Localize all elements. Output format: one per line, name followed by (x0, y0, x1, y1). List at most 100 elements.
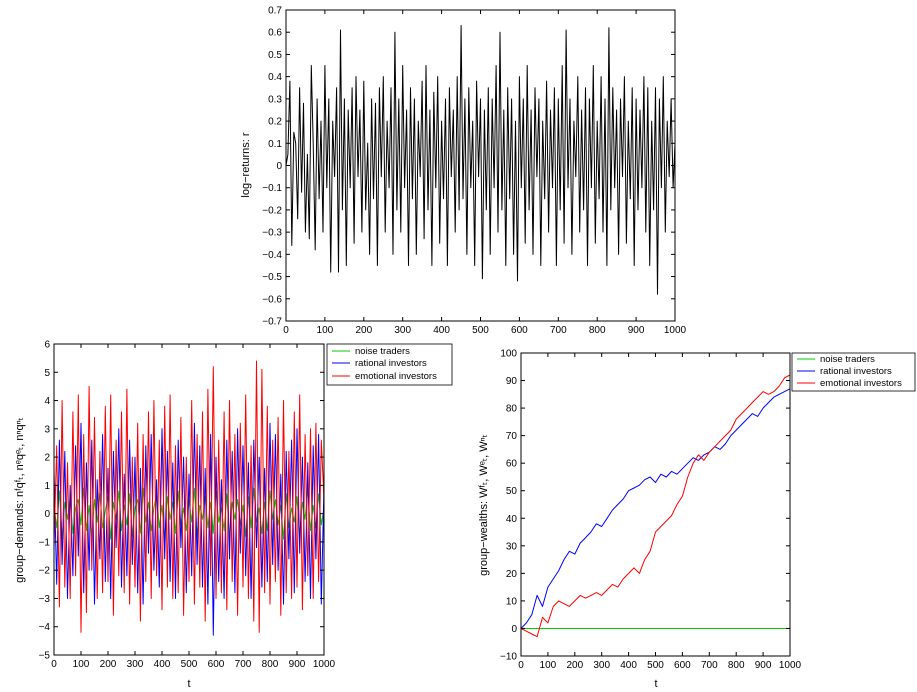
wealths-y-tick-label: 10 (506, 596, 518, 607)
returns-x-ticks: 0 100 200 300 400 500 600 700 800 900 1000 (283, 10, 687, 336)
wealths-y-tick-label: −10 (500, 652, 517, 663)
wealths-x-label: t (654, 678, 657, 690)
wealths-x-tick-label: 200 (566, 660, 583, 671)
demands-x-tick-label: 400 (154, 659, 171, 670)
wealths-y-tick-label: 20 (506, 569, 518, 580)
demands-y-tick-label: −2 (39, 566, 51, 577)
demands-x-tick-label: 0 (51, 659, 57, 670)
returns-series-group (285, 25, 676, 295)
wealths-x-tick-label: 500 (647, 660, 664, 671)
demands-y-tick-label: 1 (44, 481, 50, 492)
returns-plot-frame (285, 9, 676, 322)
demands-chart: 0 100 200 300 400 500 600 700 800 900 1000 −5−4−3−… (14, 340, 453, 690)
wealths-legend-label-emotional: emotional investors (820, 378, 902, 389)
returns-x-tick-label: 100 (317, 325, 334, 336)
demands-x-tick-label: 600 (208, 659, 225, 670)
wealths-y-tick-label: 40 (506, 514, 518, 525)
wealths-x-tick-label: 300 (593, 660, 610, 671)
wealths-x-tick-label: 800 (728, 660, 745, 671)
returns-series-0 (285, 25, 676, 295)
returns-y-tick-label: −0.6 (262, 294, 282, 305)
wealths-y-tick-label: 50 (506, 486, 518, 497)
wealths-y-label: group−wealths: Wᶠₜ, Wᵉₜ, Wⁿₜ (478, 434, 490, 576)
demands-legend-label-emotional: emotional investors (355, 371, 437, 382)
returns-x-tick-label: 700 (550, 325, 567, 336)
returns-y-tick-label: −0.2 (262, 205, 282, 216)
demands-y-label: group−demands: nᶠqᶠₜ, nᵉqᵉₜ, nⁿqⁿₜ (14, 417, 26, 583)
returns-y-tick-label: 0.4 (268, 72, 282, 83)
demands-y-ticks: −5 −4 −3 −2 −1 0 1 2 3 4 5 6 (39, 340, 324, 662)
demands-x-tick-label: 900 (289, 659, 306, 670)
wealths-x-tick-label: 700 (701, 660, 718, 671)
demands-y-tick-label: 3 (44, 424, 50, 435)
demands-series-2 (53, 360, 325, 633)
wealths-y-tick-label: 0 (511, 624, 517, 635)
demands-x-tick-label: 200 (100, 659, 117, 670)
wealths-legend-label-rational: rational investors (820, 366, 892, 377)
wealths-plot-frame (520, 352, 791, 657)
demands-y-tick-label: −1 (39, 537, 51, 548)
returns-y-tick-label: 0.3 (268, 94, 282, 105)
demands-legend: noise traders rational investors emotion… (326, 343, 453, 386)
demands-series-group (53, 360, 325, 636)
wealths-legend-label-noise: noise traders (820, 354, 875, 365)
wealths-y-tick-label: 80 (506, 404, 518, 415)
wealths-series-2 (520, 374, 791, 638)
demands-x-tick-label: 500 (181, 659, 198, 670)
wealths-x-tick-label: 900 (755, 660, 772, 671)
demands-y-tick-label: 2 (44, 453, 50, 464)
demands-y-tick-label: 4 (44, 396, 50, 407)
returns-x-tick-label: 900 (628, 325, 645, 336)
wealths-series-1 (520, 388, 791, 629)
wealths-legend: noise traders rational investors emotion… (791, 352, 916, 392)
demands-x-tick-label: 100 (73, 659, 90, 670)
wealths-y-tick-label: 30 (506, 541, 518, 552)
wealths-x-tick-label: 1000 (779, 660, 802, 671)
wealths-x-ticks: 0 100 200 300 400 500 600 700 800 900 1000 (518, 353, 802, 671)
demands-y-tick-label: 5 (44, 368, 50, 379)
demands-x-tick-label: 300 (127, 659, 144, 670)
returns-chart: 0 100 200 300 400 500 600 700 800 900 1000 −0.7−0.… (240, 6, 687, 337)
returns-y-tick-label: 0.5 (268, 50, 282, 61)
demands-x-tick-label: 1000 (313, 659, 336, 670)
demands-y-tick-label: −4 (39, 622, 51, 633)
demands-x-tick-label: 700 (235, 659, 252, 670)
returns-y-tick-label: −0.1 (262, 183, 282, 194)
demands-y-tick-label: −3 (39, 594, 51, 605)
returns-y-tick-label: 0.6 (268, 28, 282, 39)
returns-y-tick-label: 0.2 (268, 117, 282, 128)
returns-x-tick-label: 0 (283, 325, 289, 336)
wealths-x-tick-label: 400 (620, 660, 637, 671)
returns-y-tick-label: 0 (276, 161, 282, 172)
demands-y-tick-label: 6 (44, 340, 50, 351)
returns-x-tick-label: 600 (511, 325, 528, 336)
wealths-y-tick-label: 60 (506, 459, 518, 470)
wealths-chart: 0 100 200 300 400 500 600 700 800 900 1000 −10 0 10 2… (478, 349, 916, 690)
wealths-series-group (520, 374, 791, 638)
wealths-x-tick-label: 100 (540, 660, 557, 671)
returns-y-tick-label: 0.1 (268, 139, 282, 150)
wealths-x-tick-label: 600 (674, 660, 691, 671)
wealths-y-tick-label: 70 (506, 431, 518, 442)
wealths-y-tick-label: 90 (506, 376, 518, 387)
returns-y-tick-label: −0.5 (262, 272, 282, 283)
demands-x-tick-label: 800 (262, 659, 279, 670)
demands-x-label: t (187, 678, 190, 690)
returns-x-tick-label: 500 (472, 325, 489, 336)
demands-y-tick-label: −5 (39, 651, 51, 662)
returns-x-tick-label: 300 (394, 325, 411, 336)
wealths-y-tick-label: 100 (500, 349, 517, 360)
demands-legend-label-noise: noise traders (355, 346, 410, 357)
returns-x-tick-label: 400 (433, 325, 450, 336)
demands-y-tick-label: 0 (44, 509, 50, 520)
demands-series-1 (53, 422, 325, 636)
wealths-y-ticks: −10 0 10 20 30 40 50 60 70 80 90 100 (500, 349, 790, 663)
returns-y-tick-label: −0.4 (262, 250, 282, 261)
returns-y-tick-label: −0.7 (262, 317, 282, 328)
demands-legend-label-rational: rational investors (355, 358, 427, 369)
returns-y-label: log−returns: r (240, 132, 252, 197)
returns-x-tick-label: 800 (589, 325, 606, 336)
returns-x-tick-label: 200 (355, 325, 372, 336)
returns-y-ticks: −0.7 −0.6 −0.5 −0.4 −0.3 −0.2 −0.1 0 0.1 0.2 0.3 0.… (262, 6, 675, 328)
